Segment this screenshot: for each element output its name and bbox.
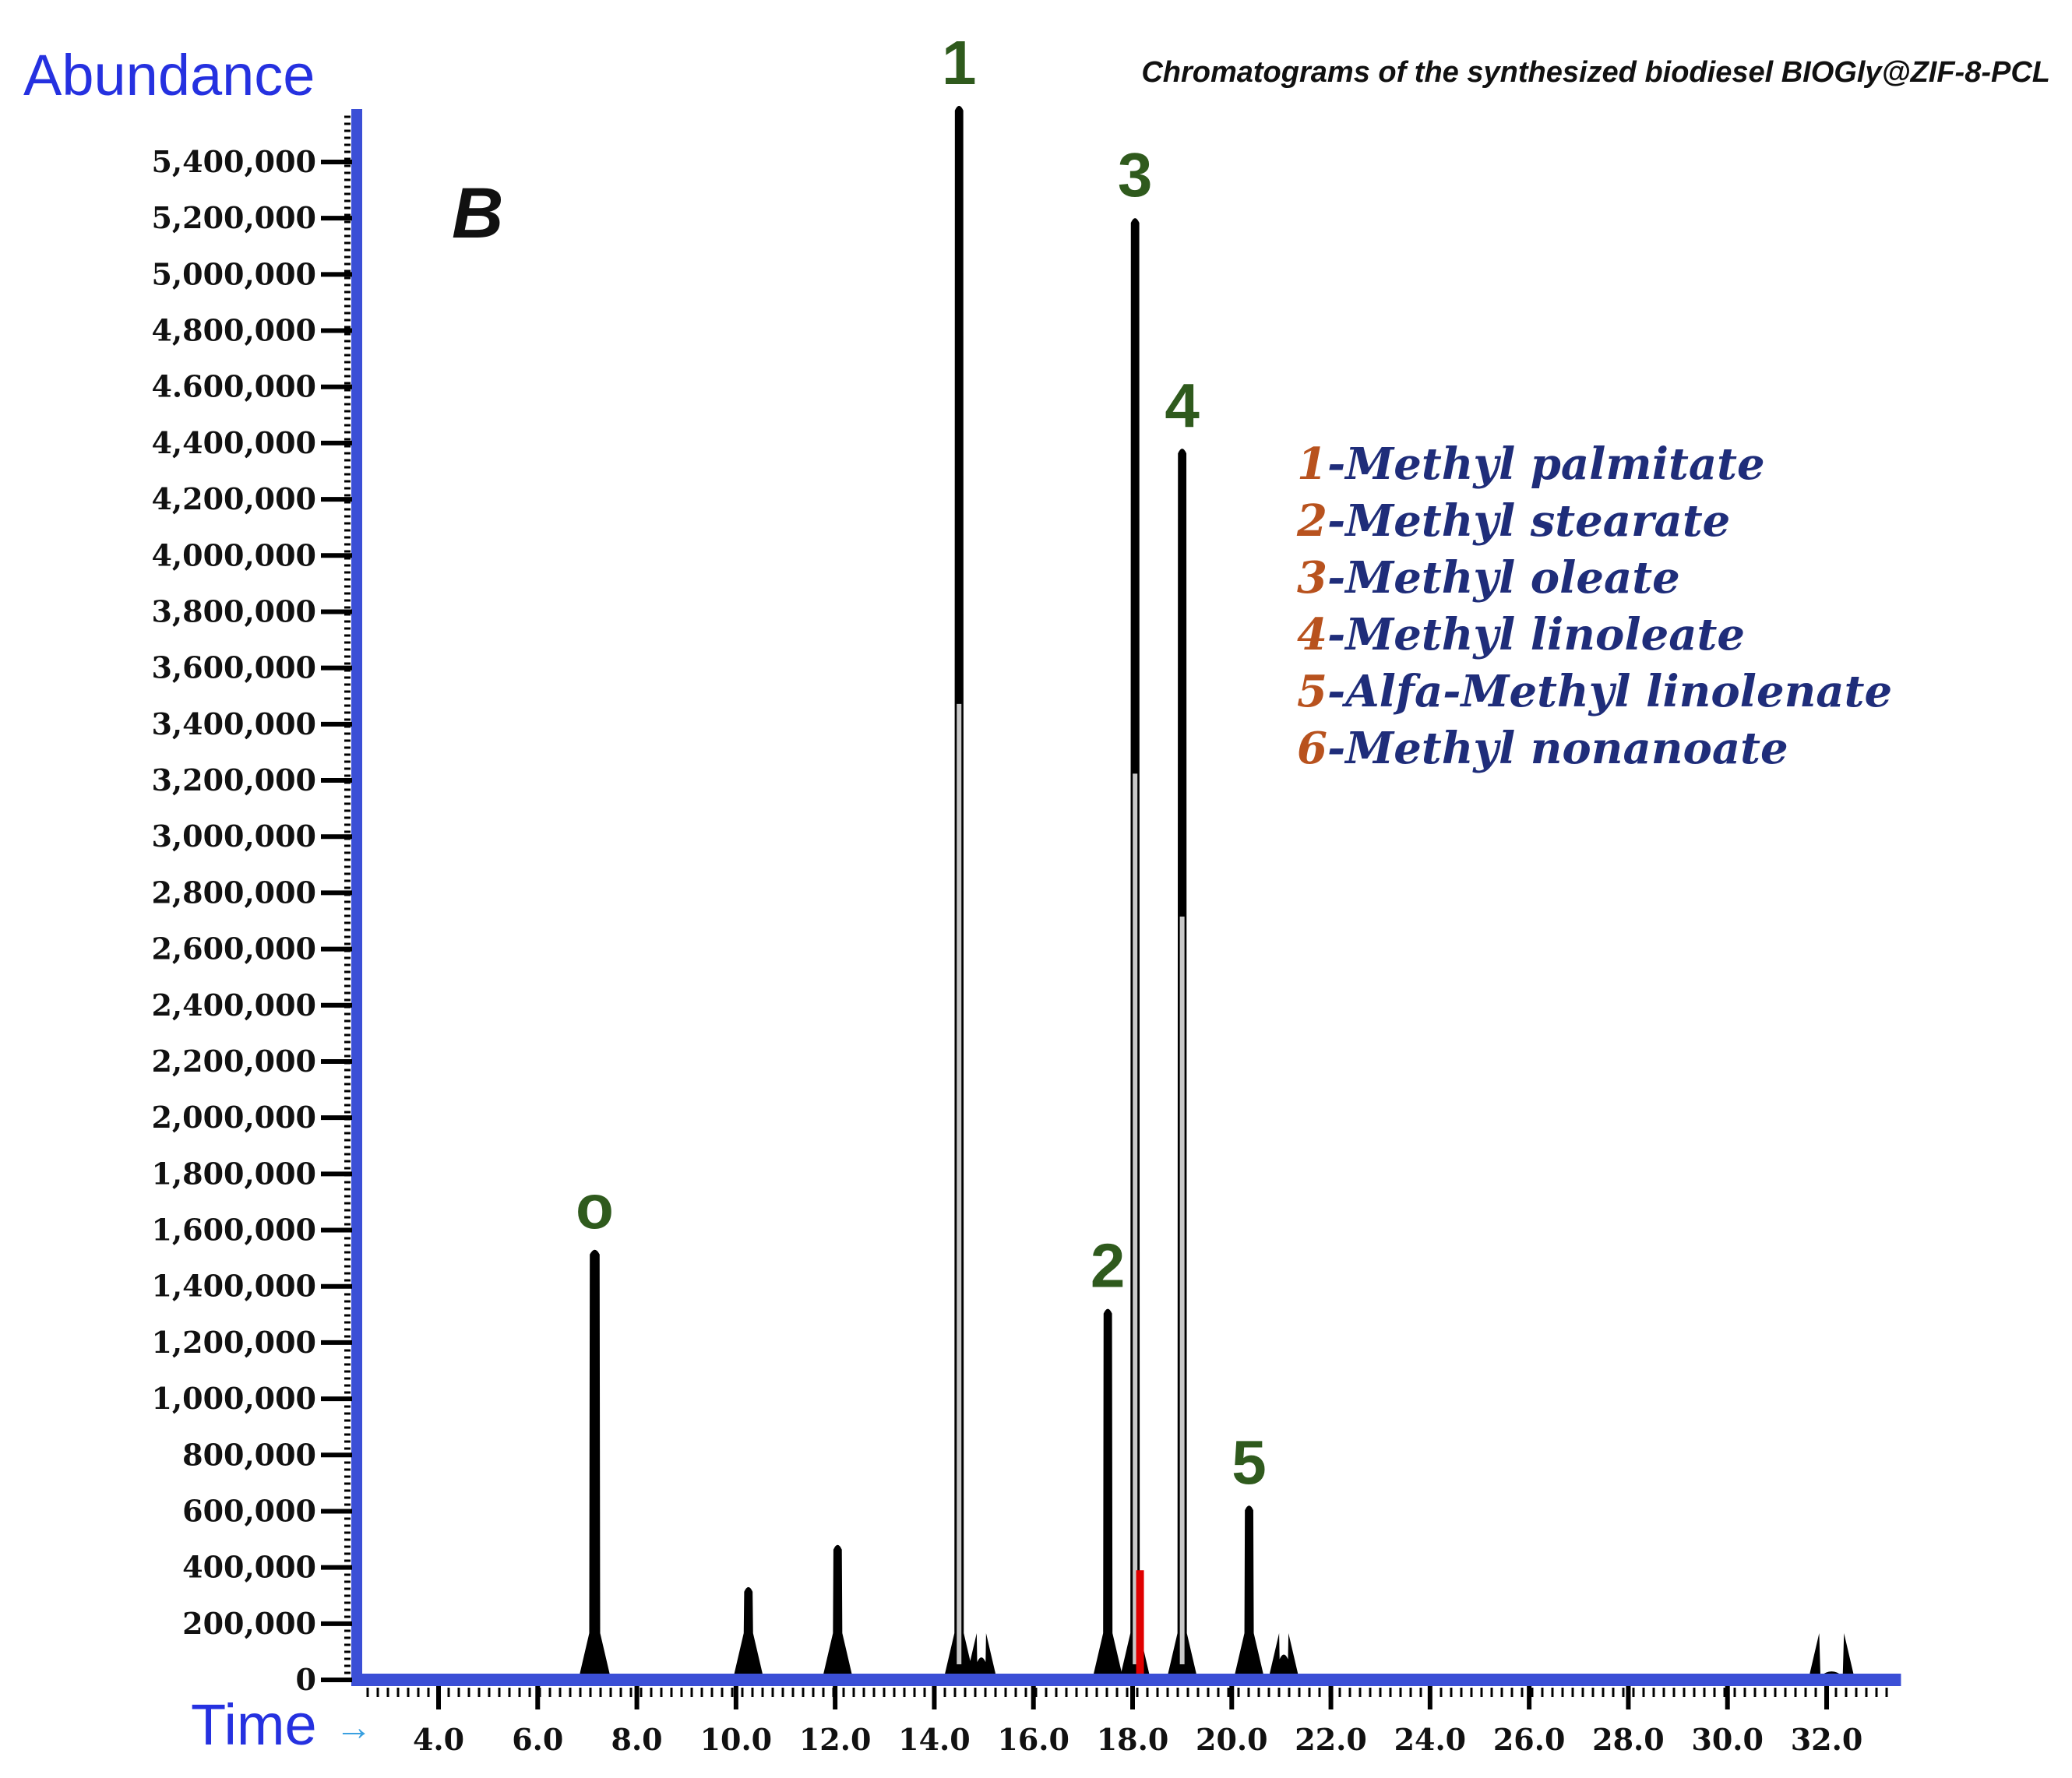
y-tick-label: 200,000 — [182, 1606, 316, 1641]
x-axis-title: Time — [191, 1692, 317, 1757]
axes — [351, 109, 1901, 1686]
y-tick-label: 400,000 — [182, 1550, 316, 1585]
y-tick-label: 1,000,000 — [151, 1381, 316, 1416]
legend-name: -Methyl linoleate — [1327, 609, 1745, 660]
highlight-peak — [1136, 1570, 1144, 1680]
legend-number: 6 — [1297, 723, 1327, 774]
y-tick-label: 4.600,000 — [151, 369, 316, 404]
legend-number: 2 — [1296, 495, 1327, 547]
x-tick-label: 28.0 — [1592, 1722, 1665, 1757]
y-axis-title: Abundance — [23, 43, 315, 107]
x-tick-label: 12.0 — [799, 1722, 872, 1757]
y-tick-label: 4,000,000 — [151, 537, 316, 572]
y-tick-label: 5,000,000 — [151, 256, 316, 291]
chromatogram-trace — [361, 105, 1897, 1680]
y-tick-label: 4,400,000 — [151, 425, 316, 460]
x-tick-label: 30.0 — [1691, 1722, 1764, 1757]
y-tick-label: 4,200,000 — [151, 481, 316, 516]
y-tick-label: 2,600,000 — [151, 931, 316, 966]
y-tick-label: 3,600,000 — [151, 650, 316, 685]
y-tick-label: 1,200,000 — [151, 1325, 316, 1360]
legend-name: -Methyl nonanoate — [1327, 723, 1788, 774]
peak-label: 3 — [1118, 140, 1153, 209]
y-tick-label: 2,400,000 — [151, 988, 316, 1023]
x-tick-label: 18.0 — [1097, 1722, 1169, 1757]
legend-number: 4 — [1297, 609, 1327, 660]
y-tick-label: 2,800,000 — [151, 875, 316, 910]
y-tick-label: 3,400,000 — [151, 706, 316, 741]
x-tick-label: 14.0 — [898, 1722, 971, 1757]
peak — [965, 1633, 997, 1680]
legend-number: 3 — [1297, 552, 1327, 604]
legend-entry: 1-Methyl palmitate — [1297, 438, 1765, 490]
x-tick-label: 8.0 — [611, 1722, 663, 1757]
legend-name: -Methyl stearate — [1327, 495, 1730, 547]
peak — [1808, 1633, 1855, 1680]
peak-shading — [1133, 773, 1138, 1665]
x-tick-label: 24.0 — [1394, 1722, 1467, 1757]
peak-label: 1 — [942, 28, 977, 97]
peak — [732, 1586, 764, 1680]
y-tick-label: 1,800,000 — [151, 1156, 316, 1191]
peak — [822, 1544, 854, 1680]
legend-name: -Alfa-Methyl linolenate — [1327, 666, 1892, 717]
peak — [1233, 1505, 1265, 1680]
y-tick-label: 3,200,000 — [151, 762, 316, 797]
x-tick-label: 16.0 — [997, 1722, 1069, 1757]
legend: 1-Methyl palmitate 2-Methyl stearate 3-M… — [1296, 438, 1892, 774]
y-tick-label: 800,000 — [182, 1437, 316, 1472]
legend-name: -Methyl palmitate — [1327, 438, 1765, 490]
peak-label: 2 — [1091, 1231, 1126, 1301]
y-axis-ticks: 0 200,000 400,000 600,000 800,000 1,000,000 1,… — [151, 144, 352, 1697]
y-tick-label: 2,200,000 — [151, 1044, 316, 1079]
x-tick-label: 22.0 — [1295, 1722, 1367, 1757]
y-tick-label: 4,800,000 — [151, 313, 316, 348]
legend-entry: 2-Methyl stearate — [1296, 495, 1730, 547]
legend-entry: 3-Methyl oleate — [1297, 552, 1680, 604]
peak-label: 5 — [1232, 1428, 1267, 1497]
y-tick-label: 1,600,000 — [151, 1213, 316, 1248]
legend-entry: 5-Alfa-Methyl linolenate — [1297, 666, 1892, 717]
peak — [1268, 1633, 1300, 1680]
legend-number: 5 — [1297, 666, 1327, 717]
peak — [578, 1249, 611, 1680]
x-tick-label: 32.0 — [1791, 1722, 1863, 1757]
peak — [1092, 1308, 1124, 1680]
legend-entry: 6-Methyl nonanoate — [1297, 723, 1788, 774]
panel-label: B — [452, 174, 503, 253]
y-tick-label: 0 — [296, 1662, 316, 1697]
peak-label: 4 — [1165, 371, 1200, 440]
y-tick-label: 2,000,000 — [151, 1100, 316, 1135]
y-tick-label: 3,000,000 — [151, 819, 316, 854]
time-arrow-icon: → — [335, 1707, 372, 1748]
y-tick-label: 5,200,000 — [151, 200, 316, 235]
y-tick-label: 600,000 — [182, 1493, 316, 1528]
y-tick-label: 1,400,000 — [151, 1269, 316, 1304]
x-tick-label: 20.0 — [1196, 1722, 1268, 1757]
y-tick-label: 5,400,000 — [151, 144, 316, 179]
legend-name: -Methyl oleate — [1327, 552, 1680, 604]
y-tick-label: 3,800,000 — [151, 593, 316, 628]
peak-shading — [1179, 916, 1185, 1664]
legend-entry: 4-Methyl linoleate — [1297, 609, 1745, 660]
chart-title: Chromatograms of the synthesized biodies… — [1141, 56, 2050, 89]
x-tick-label: 6.0 — [512, 1722, 563, 1757]
peak-labels: o 1 2 3 4 5 — [576, 28, 1267, 1497]
x-tick-label: 10.0 — [700, 1722, 773, 1757]
minor-ticks — [344, 115, 1888, 1697]
x-tick-label: 26.0 — [1493, 1722, 1566, 1757]
legend-number: 1 — [1297, 438, 1327, 490]
x-axis-ticks: 4.0 6.0 8.0 10.0 12.0 14.0 16.0 18.0 20.0 22.0 24.… — [413, 1686, 1862, 1757]
x-tick-label: 4.0 — [413, 1722, 464, 1757]
peak-label: o — [576, 1172, 614, 1241]
peak-shading — [957, 703, 962, 1664]
